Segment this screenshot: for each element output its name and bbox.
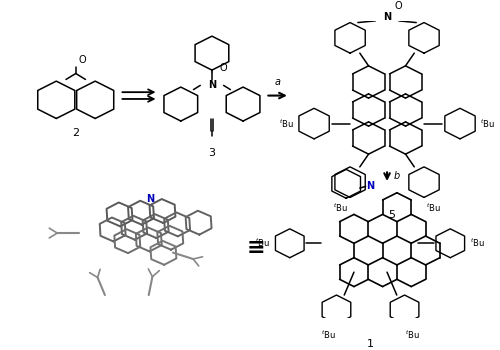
- Text: $^t$Bu: $^t$Bu: [480, 117, 496, 130]
- Text: 2: 2: [72, 128, 80, 138]
- Text: ≡: ≡: [246, 238, 265, 258]
- Text: N: N: [146, 194, 154, 204]
- Text: b: b: [394, 171, 400, 181]
- Text: N: N: [208, 80, 216, 90]
- Text: 3: 3: [208, 148, 216, 158]
- Text: 1: 1: [367, 339, 374, 349]
- Text: O: O: [78, 55, 86, 65]
- Text: 5: 5: [388, 210, 396, 220]
- Text: $^t$Bu: $^t$Bu: [333, 202, 348, 214]
- Text: $^t$Bu: $^t$Bu: [470, 237, 484, 250]
- Text: O: O: [395, 1, 402, 12]
- Text: a: a: [274, 77, 280, 87]
- Text: $^t$Bu: $^t$Bu: [321, 328, 336, 341]
- Text: O: O: [220, 63, 228, 74]
- Text: $^t$Bu: $^t$Bu: [256, 237, 270, 250]
- Text: N: N: [366, 181, 374, 191]
- Text: $^t$Bu: $^t$Bu: [405, 328, 420, 341]
- Text: N: N: [383, 12, 391, 22]
- Text: $^t$Bu: $^t$Bu: [426, 202, 441, 214]
- Text: $^t$Bu: $^t$Bu: [278, 117, 293, 130]
